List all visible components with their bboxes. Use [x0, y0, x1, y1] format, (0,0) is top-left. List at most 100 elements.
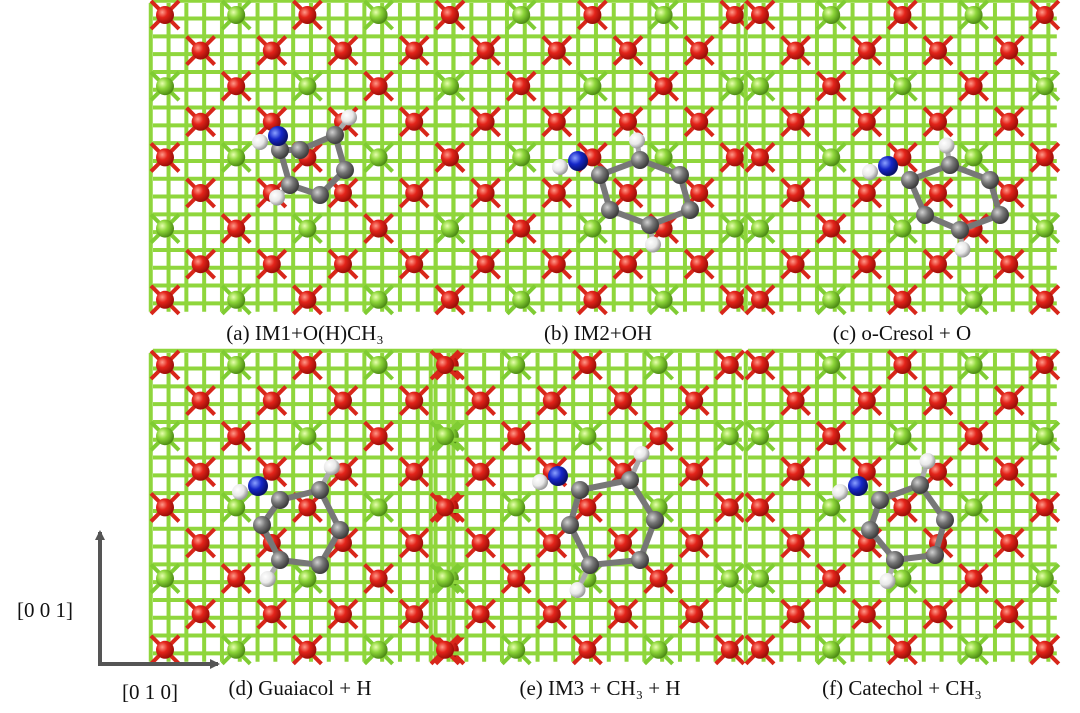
- atom: [631, 551, 649, 569]
- atom: [542, 391, 561, 410]
- atom: [227, 148, 246, 167]
- atom: [964, 356, 983, 374]
- atom: [786, 41, 805, 60]
- atom: [649, 356, 668, 374]
- atom: [929, 391, 947, 410]
- atom: [822, 427, 841, 446]
- atom: [405, 112, 424, 131]
- atom: [751, 219, 769, 238]
- atom: [156, 148, 174, 167]
- atom: [191, 255, 210, 274]
- atom: [476, 41, 495, 60]
- atom: [298, 640, 317, 659]
- caption: (e) IM3 + CH₃ + H: [519, 676, 680, 700]
- atom: [191, 605, 210, 624]
- atom: [227, 290, 246, 309]
- molecule: [832, 453, 954, 589]
- atom: [156, 219, 174, 238]
- atom: [964, 77, 983, 96]
- atom: [614, 605, 632, 624]
- caption: (c) o-Cresol + O: [833, 321, 971, 345]
- atom: [156, 290, 174, 309]
- atom: [191, 184, 210, 202]
- atom: [591, 166, 609, 184]
- atom: [685, 462, 704, 481]
- atom: [964, 6, 983, 24]
- atom: [919, 453, 936, 469]
- atom: [156, 356, 174, 374]
- atom: [681, 201, 699, 219]
- atom: [281, 176, 299, 194]
- lattice-panel: [743, 348, 1061, 666]
- atom: [857, 391, 876, 410]
- atom: [298, 77, 317, 96]
- atom: [786, 184, 805, 202]
- atom: [369, 290, 388, 309]
- caption: (f) Catechol + CH₃: [822, 676, 982, 700]
- atom: [1035, 427, 1054, 446]
- atom: [964, 427, 983, 446]
- molecule: [232, 459, 349, 587]
- atom: [507, 640, 526, 659]
- atom: [1035, 77, 1054, 96]
- atom: [964, 640, 983, 659]
- atom: [578, 498, 597, 517]
- atom: [991, 206, 1009, 224]
- atom: [512, 77, 531, 96]
- atom: [822, 148, 841, 167]
- atom: [578, 356, 597, 374]
- atom: [822, 290, 841, 309]
- atom: [262, 605, 281, 624]
- atom: [938, 137, 955, 154]
- atom: [893, 6, 912, 24]
- atom: [227, 640, 246, 659]
- caption: (d) Guaiacol + H: [228, 676, 371, 700]
- atom: [569, 582, 586, 598]
- atom: [436, 569, 454, 588]
- atom: [512, 290, 531, 309]
- atom: [311, 556, 329, 574]
- atom: [507, 569, 526, 588]
- atom: [786, 112, 805, 131]
- atom: [822, 356, 841, 374]
- atom: [441, 77, 459, 96]
- atom: [633, 446, 650, 462]
- atom: [441, 148, 459, 167]
- atom: [671, 166, 689, 184]
- atom: [822, 6, 841, 24]
- atom: [547, 41, 566, 60]
- atom: [336, 161, 354, 179]
- atom: [542, 605, 561, 624]
- atom: [227, 77, 246, 96]
- atom: [436, 640, 454, 659]
- atom: [1035, 356, 1054, 374]
- atom: [690, 41, 709, 60]
- atom: [476, 112, 495, 131]
- atom: [751, 569, 769, 588]
- atom: [941, 156, 959, 174]
- atom: [893, 77, 912, 96]
- atom: [323, 459, 340, 475]
- atom: [690, 112, 709, 131]
- atom: [725, 290, 744, 309]
- atom: [929, 462, 947, 481]
- atom: [954, 241, 971, 258]
- atom: [227, 356, 246, 374]
- atom: [685, 391, 704, 410]
- atom: [471, 605, 490, 624]
- atom: [685, 534, 704, 552]
- atom: [507, 427, 526, 446]
- atom: [871, 491, 889, 509]
- atom: [654, 77, 673, 96]
- atom: [341, 109, 357, 126]
- atom: [751, 640, 769, 659]
- atom: [751, 427, 769, 446]
- atom: [1000, 462, 1019, 481]
- atom: [252, 134, 268, 150]
- atom: [331, 521, 349, 539]
- atom: [614, 391, 632, 410]
- atom: [298, 290, 317, 309]
- atom: [271, 491, 289, 509]
- atom: [191, 534, 210, 552]
- atom: [547, 255, 566, 274]
